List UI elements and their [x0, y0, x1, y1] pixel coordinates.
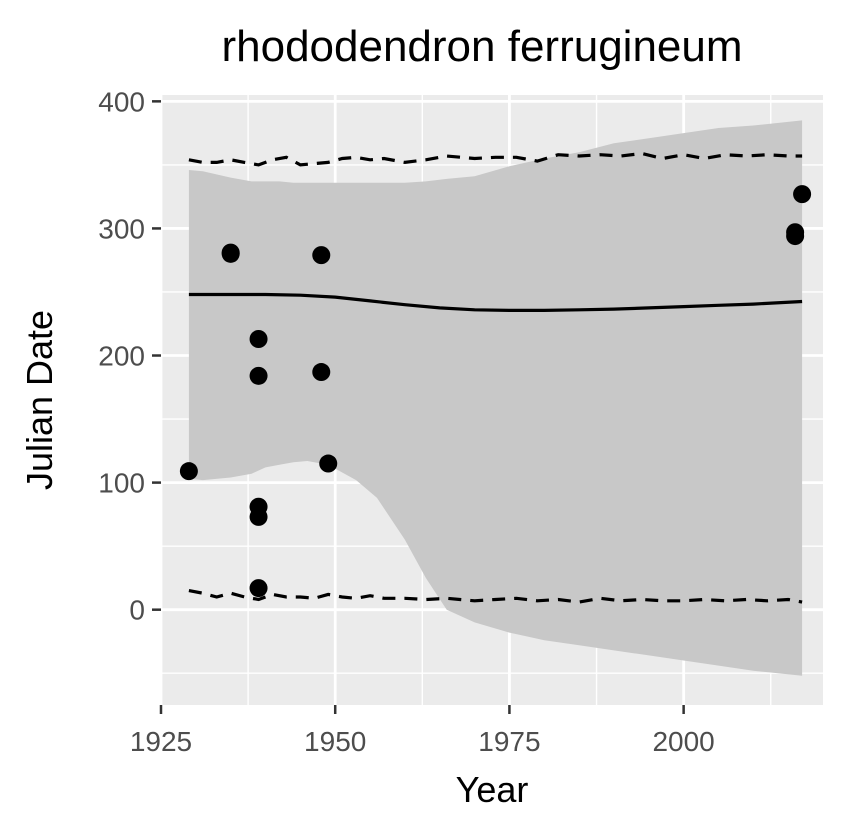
x-axis: 1925 1950 1975 2000	[130, 705, 715, 757]
data-point	[221, 244, 240, 263]
y-axis-title: Julian Date	[19, 310, 60, 490]
x-axis-title: Year	[456, 769, 529, 810]
y-tick-label: 400	[98, 86, 145, 117]
lower-dashed-line	[188, 589, 803, 604]
y-tick-label: 300	[98, 213, 145, 244]
data-points	[179, 185, 812, 598]
chart-title: rhododendron ferrugineum	[221, 22, 742, 71]
data-point	[312, 363, 331, 382]
confidence-band	[188, 120, 803, 676]
data-point	[249, 366, 268, 385]
y-tick-label: 200	[98, 341, 145, 372]
x-tick-label: 2000	[652, 726, 714, 757]
data-point	[319, 454, 338, 473]
y-axis: 0 100 200 300 400	[98, 86, 161, 626]
x-tick-label: 1950	[304, 726, 366, 757]
x-tick-label: 1925	[130, 726, 192, 757]
x-tick-label: 1975	[478, 726, 540, 757]
fit-line	[188, 292, 803, 312]
upper-dashed-line	[188, 151, 803, 167]
data-point	[249, 507, 268, 526]
data-point	[249, 579, 268, 598]
data-point	[793, 185, 812, 204]
data-point	[312, 246, 331, 265]
data-point	[786, 227, 805, 246]
data-point	[179, 462, 198, 481]
data-point	[249, 330, 268, 348]
y-tick-label: 100	[98, 468, 145, 499]
y-tick-label: 0	[129, 595, 145, 626]
